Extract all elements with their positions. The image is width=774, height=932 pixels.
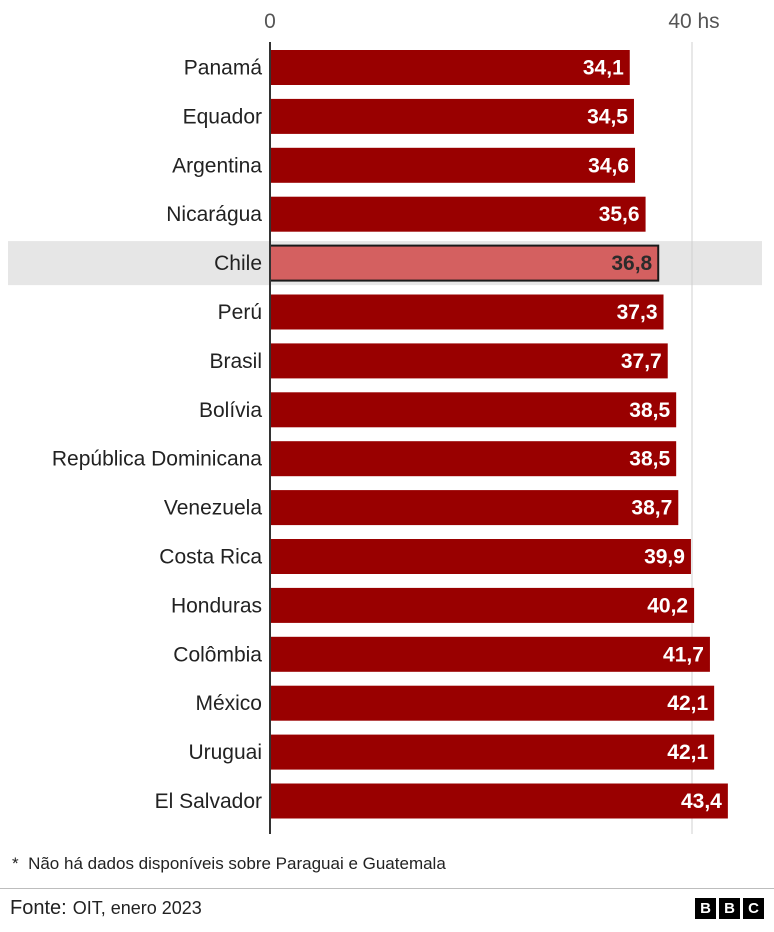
divider — [0, 888, 774, 889]
axis-tick-label: 40 hs — [668, 10, 719, 33]
category-label: Colômbia — [173, 643, 262, 666]
category-label: Equador — [183, 105, 262, 128]
data-label: 38,5 — [629, 448, 670, 471]
source-label: Fonte: — [10, 897, 67, 919]
bar — [270, 587, 695, 623]
bbc-logo-letter: C — [743, 898, 764, 919]
category-label: Argentina — [172, 154, 262, 177]
bar — [270, 441, 677, 477]
category-label: Brasil — [209, 350, 262, 373]
bar — [269, 244, 660, 282]
bar — [270, 734, 715, 770]
bbc-logo: B B C — [695, 898, 764, 919]
category-label: República Dominicana — [52, 448, 262, 471]
data-label: 34,1 — [583, 57, 624, 80]
bar — [270, 98, 634, 134]
category-label: Perú — [218, 301, 262, 324]
bar — [270, 294, 664, 330]
category-label: Bolívia — [199, 399, 262, 422]
data-label: 43,4 — [681, 790, 722, 813]
bar — [270, 343, 668, 379]
category-label: El Salvador — [155, 790, 262, 813]
bar — [270, 147, 636, 183]
source: Fonte: OIT, enero 2023 — [10, 897, 202, 920]
data-label: 42,1 — [667, 741, 708, 764]
bbc-logo-letter: B — [695, 898, 716, 919]
category-label: Honduras — [171, 594, 262, 617]
footnote-text: Não há dados disponíveis sobre Paraguai … — [28, 854, 446, 873]
category-label: Nicarágua — [166, 203, 262, 226]
footnote: * Não há dados disponíveis sobre Paragua… — [12, 854, 446, 874]
data-label: 35,6 — [599, 203, 640, 226]
data-label: 38,7 — [631, 497, 672, 520]
bar — [270, 50, 630, 85]
data-label: 36,8 — [611, 252, 652, 275]
data-label: 37,7 — [621, 350, 662, 373]
data-label: 38,5 — [629, 399, 670, 422]
category-label: México — [195, 692, 262, 715]
bar — [270, 783, 728, 819]
footnote-marker: * — [12, 854, 19, 873]
bar — [270, 539, 691, 574]
category-label: Chile — [214, 252, 262, 275]
data-label: 40,2 — [647, 594, 688, 617]
category-label: Venezuela — [164, 497, 262, 520]
source-text: OIT, enero 2023 — [72, 898, 202, 918]
bbc-logo-letter: B — [719, 898, 740, 919]
data-label: 41,7 — [663, 643, 704, 666]
bar-chart: 0 40 hs Panamá 34,1 Equador 34,5 Argentina 34,6… — [8, 10, 762, 834]
bar — [270, 685, 715, 721]
axis-tick-label: 0 — [264, 10, 276, 33]
category-label: Panamá — [184, 57, 263, 80]
bar — [270, 636, 710, 672]
data-label: 42,1 — [667, 692, 708, 715]
category-label: Costa Rica — [159, 546, 262, 569]
bar — [270, 196, 646, 232]
data-label: 34,5 — [587, 105, 628, 128]
data-label: 34,6 — [588, 154, 629, 177]
data-label: 39,9 — [644, 546, 685, 569]
bar — [270, 490, 679, 526]
bar — [270, 392, 677, 428]
data-label: 37,3 — [617, 301, 658, 324]
category-label: Uruguai — [188, 741, 262, 764]
